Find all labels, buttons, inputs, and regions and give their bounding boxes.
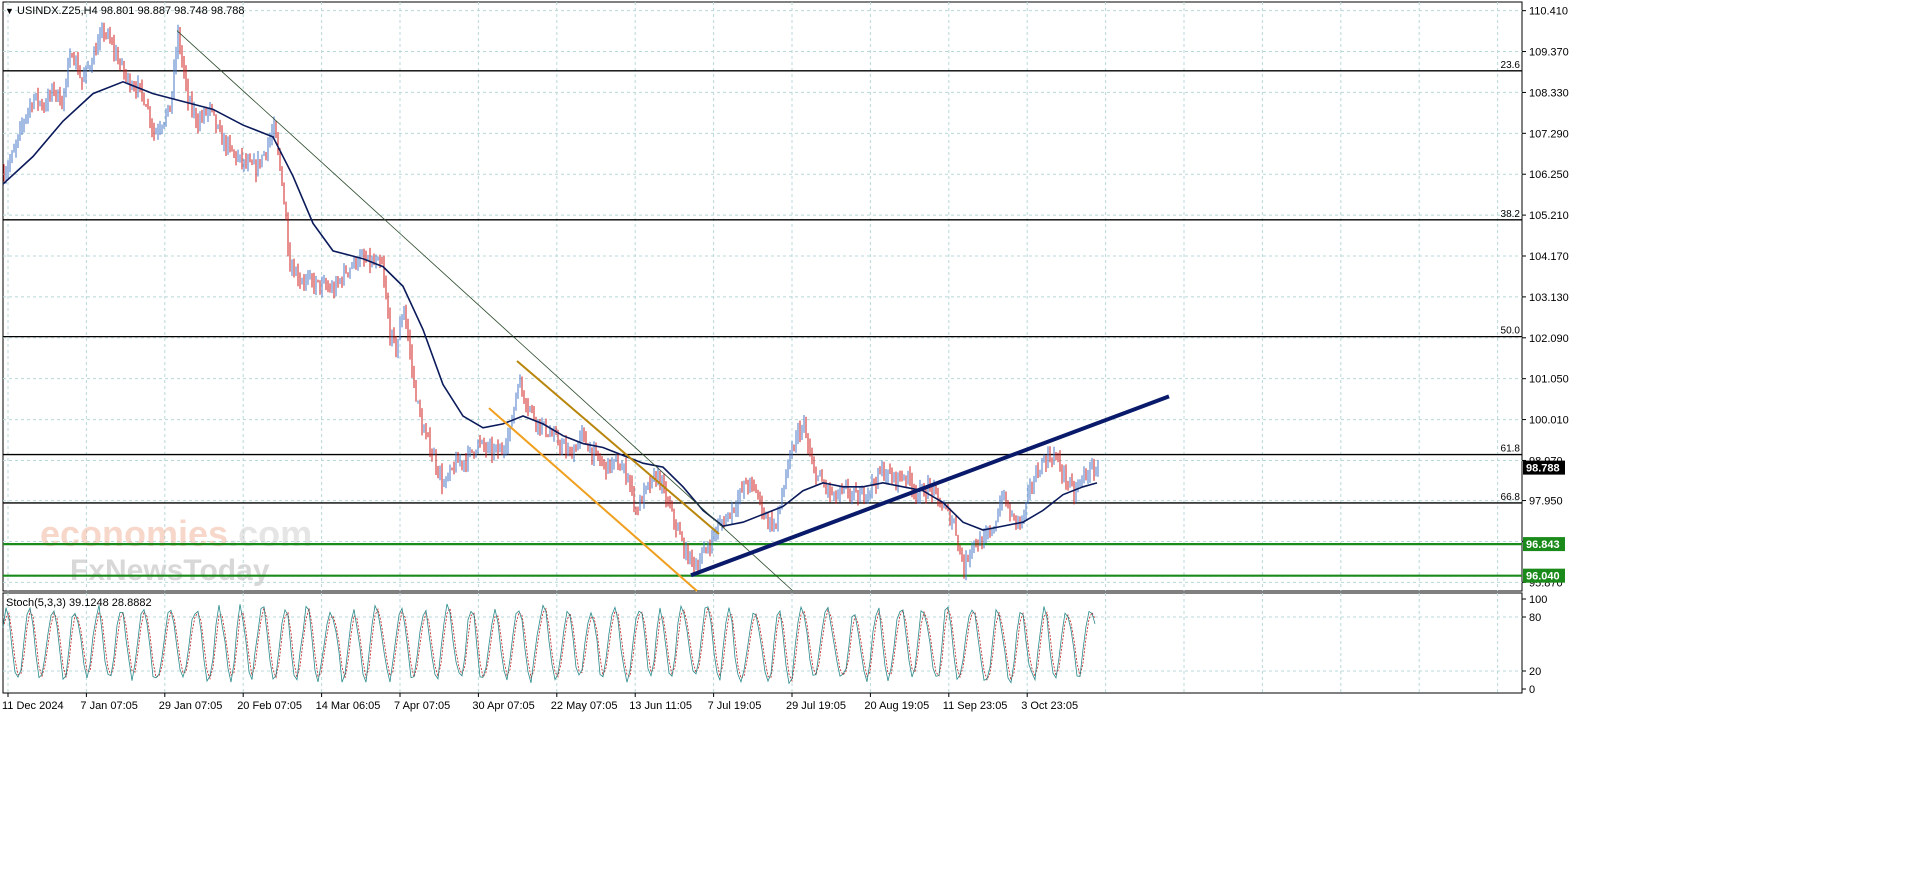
time-axis-label: 3 Oct 23:05 [1021, 700, 1078, 712]
support-price-badge-bg [1523, 568, 1565, 583]
time-axis-label: 20 Feb 07:05 [237, 700, 302, 712]
time-axis-label: 7 Jan 07:05 [80, 700, 137, 712]
price-axis-label: 108.330 [1529, 87, 1569, 99]
current-price-badge: 98.788 [1526, 463, 1560, 475]
time-axis-label: 14 Mar 06:05 [316, 700, 381, 712]
time-axis-label: 22 May 07:05 [551, 700, 618, 712]
symbol-ohlc-label: USINDX.Z25,H4 98.801 98.887 98.748 98.78… [17, 5, 245, 17]
moving-average-line [2, 80, 1098, 531]
stoch-axis: 100 80 20 0 [1522, 594, 1547, 696]
watermark: economies.com FxNewsToday [40, 513, 312, 587]
time-axis-label: 7 Apr 07:05 [394, 700, 450, 712]
fibonacci-label: 23.6 [1501, 60, 1521, 71]
price-axis-label: 109.370 [1529, 47, 1569, 59]
stoch-label: Stoch(5,3,3) 39.1248 28.8882 [6, 597, 152, 609]
price-series [3, 22, 1099, 581]
fibonacci-label: 66.8 [1501, 492, 1521, 503]
support-price-badge: 96.040 [1526, 571, 1560, 583]
price-axis: 110.410 109.370 108.330 107.290 106.250 105.2… [1522, 6, 1569, 589]
time-axis-label: 30 Apr 07:05 [472, 700, 534, 712]
menu-arrow-icon[interactable]: ▼ [5, 6, 14, 16]
fibonacci-label: 50.0 [1501, 326, 1521, 337]
current-price-badge-bg [1523, 460, 1565, 475]
support-lines [3, 542, 1522, 577]
stoch-axis-label: 80 [1529, 612, 1541, 624]
stoch-signal-line [2, 606, 1096, 683]
time-axis-label: 29 Jul 19:05 [786, 700, 846, 712]
price-axis-label: 100.010 [1529, 415, 1569, 427]
price-axis-label: 107.290 [1529, 128, 1569, 140]
price-axis-label: 110.410 [1529, 6, 1568, 18]
channel-upper-line [516, 360, 720, 535]
time-axis-label: 20 Aug 19:05 [864, 700, 929, 712]
price-axis-label: 97.950 [1529, 496, 1563, 508]
price-axis-label: 104.170 [1529, 251, 1569, 263]
watermark-brand-suffix: .com [228, 513, 312, 554]
price-badges: 98.788 96.843 96.040 [1523, 460, 1565, 583]
time-axis-label: 11 Dec 2024 [2, 700, 64, 712]
support-price-badge-bg [1523, 537, 1565, 552]
descending-trendline [176, 30, 794, 592]
time-axis-label: 29 Jan 07:05 [159, 700, 223, 712]
fibonacci-label: 61.8 [1501, 444, 1521, 455]
ascending-trendline [690, 394, 1170, 578]
fibonacci-label: 38.2 [1501, 209, 1521, 220]
time-axis-label: 13 Jun 11:05 [629, 700, 692, 712]
stoch-axis-label: 0 [1529, 684, 1535, 696]
price-axis-label: 106.250 [1529, 169, 1569, 181]
support-price-badge: 96.843 [1526, 539, 1560, 551]
channel-lower-line [488, 407, 698, 592]
stoch-axis-label: 100 [1529, 594, 1547, 606]
stochastic-series [2, 603, 1096, 685]
watermark-site: FxNewsToday [70, 554, 270, 587]
price-axis-label: 101.050 [1529, 374, 1569, 386]
time-axis: 11 Dec 2024 7 Jan 07:05 29 Jan 07:05 20 Feb… [2, 693, 1078, 712]
watermark-brand: economies.com [40, 513, 312, 554]
trendlines [176, 30, 1170, 592]
price-axis-label: 102.090 [1529, 333, 1569, 345]
moving-average-series [2, 80, 1098, 531]
stoch-axis-label: 20 [1529, 666, 1541, 678]
time-axis-label: 11 Sep 23:05 [943, 700, 1008, 712]
stoch-main-line [2, 603, 1096, 685]
price-axis-label: 105.210 [1529, 210, 1569, 222]
watermark-brand-main: economies [40, 513, 228, 554]
price-axis-label: 103.130 [1529, 292, 1569, 304]
time-axis-label: 7 Jul 19:05 [708, 700, 762, 712]
